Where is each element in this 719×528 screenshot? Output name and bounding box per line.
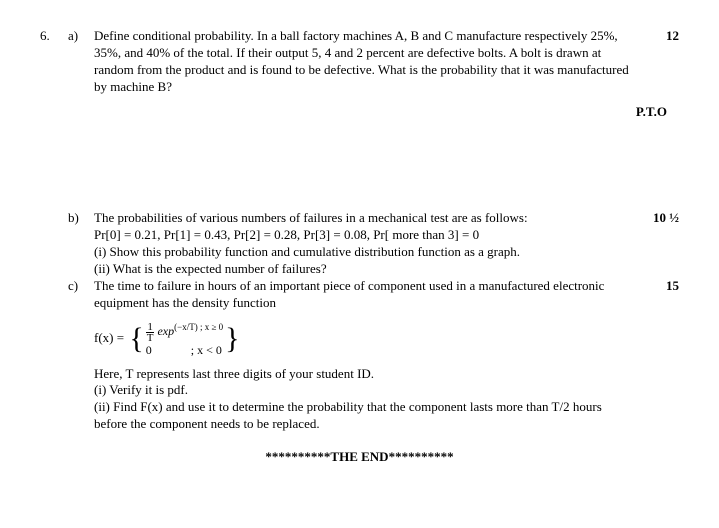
q6c-marks: 15 bbox=[639, 278, 679, 295]
q6b-marks: 10 ½ bbox=[639, 210, 679, 227]
sub-label-a: a) bbox=[68, 28, 94, 45]
q6c-line3: (i) Verify it is pdf. bbox=[94, 382, 629, 399]
question-6a-row: 6. a) Define conditional probability. In… bbox=[40, 28, 679, 96]
q6a-marks: 12 bbox=[639, 28, 679, 45]
exp-label: exp bbox=[157, 324, 174, 338]
sub-label-c: c) bbox=[68, 278, 94, 295]
q6c-formula: f(x) = { 1 T exp(−x/T) ; x ≥ 0 0 ; x < 0… bbox=[94, 320, 629, 358]
brace-wrap: { 1 T exp(−x/T) ; x ≥ 0 0 ; x < 0 } bbox=[127, 320, 241, 358]
left-brace: { bbox=[129, 324, 143, 354]
question-6c-row: c) The time to failure in hours of an im… bbox=[40, 278, 679, 433]
q6b-line2: Pr[0] = 0.21, Pr[1] = 0.43, Pr[2] = 0.28… bbox=[94, 227, 629, 244]
q6a-text: Define conditional probability. In a bal… bbox=[94, 28, 639, 96]
case-1: 1 T exp(−x/T) ; x ≥ 0 bbox=[146, 320, 223, 343]
q6b-line3: (i) Show this probability function and c… bbox=[94, 244, 629, 261]
cases: 1 T exp(−x/T) ; x ≥ 0 0 ; x < 0 bbox=[146, 320, 223, 358]
frac-den: T bbox=[146, 333, 155, 343]
question-6b-row: b) The probabilities of various numbers … bbox=[40, 210, 679, 278]
q6c-line1: The time to failure in hours of an impor… bbox=[94, 278, 629, 312]
exp-superscript: (−x/T) ; x ≥ 0 bbox=[174, 322, 223, 332]
q6b-content: The probabilities of various numbers of … bbox=[94, 210, 639, 278]
q6b-line1: The probabilities of various numbers of … bbox=[94, 210, 629, 227]
q6c-content: The time to failure in hours of an impor… bbox=[94, 278, 639, 433]
sub-label-b: b) bbox=[68, 210, 94, 227]
fraction-1-over-T: 1 T bbox=[146, 322, 155, 343]
q6c-line4: (ii) Find F(x) and use it to determine t… bbox=[94, 399, 629, 433]
q6b-line4: (ii) What is the expected number of fail… bbox=[94, 261, 629, 278]
question-number: 6. bbox=[40, 28, 68, 45]
frac-num: 1 bbox=[146, 322, 154, 333]
end-label: **********THE END********** bbox=[40, 449, 679, 466]
case-2: 0 ; x < 0 bbox=[146, 343, 223, 358]
q6c-line2: Here, T represents last three digits of … bbox=[94, 366, 629, 383]
fx-label: f(x) = bbox=[94, 330, 124, 345]
right-brace: } bbox=[225, 324, 239, 354]
pto-label: P.T.O bbox=[40, 104, 679, 121]
section-gap bbox=[40, 120, 679, 210]
